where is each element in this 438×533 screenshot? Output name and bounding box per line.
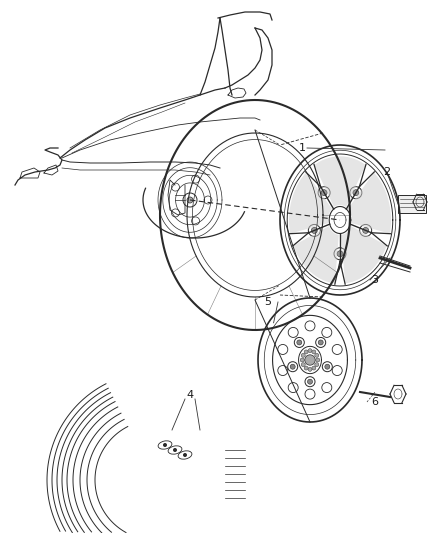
Circle shape xyxy=(301,362,305,367)
Text: 1: 1 xyxy=(299,143,305,153)
Polygon shape xyxy=(314,156,366,207)
Circle shape xyxy=(304,366,308,370)
Circle shape xyxy=(316,358,320,362)
Text: 5: 5 xyxy=(265,297,272,307)
Circle shape xyxy=(307,379,312,384)
Polygon shape xyxy=(341,226,387,284)
Circle shape xyxy=(353,190,359,196)
Circle shape xyxy=(312,350,316,354)
Circle shape xyxy=(315,362,319,367)
Circle shape xyxy=(321,190,327,196)
Circle shape xyxy=(297,340,302,345)
Circle shape xyxy=(311,228,317,233)
Text: 6: 6 xyxy=(371,397,378,407)
Circle shape xyxy=(308,367,312,372)
Text: 4: 4 xyxy=(187,390,194,400)
Text: 3: 3 xyxy=(371,275,378,285)
Bar xyxy=(398,195,426,213)
Circle shape xyxy=(363,228,369,233)
Circle shape xyxy=(312,366,316,370)
Circle shape xyxy=(173,448,177,452)
Circle shape xyxy=(337,251,343,257)
Circle shape xyxy=(304,350,308,354)
Circle shape xyxy=(290,364,295,369)
Circle shape xyxy=(163,443,167,447)
Polygon shape xyxy=(289,172,332,233)
Circle shape xyxy=(305,355,315,365)
Text: 2: 2 xyxy=(383,167,391,177)
Circle shape xyxy=(315,353,319,357)
Polygon shape xyxy=(293,226,339,284)
Circle shape xyxy=(301,353,305,357)
Circle shape xyxy=(300,358,304,362)
Circle shape xyxy=(318,340,323,345)
Circle shape xyxy=(308,349,312,353)
Circle shape xyxy=(183,453,187,457)
Circle shape xyxy=(187,197,193,203)
Circle shape xyxy=(325,364,330,369)
Polygon shape xyxy=(348,172,391,233)
